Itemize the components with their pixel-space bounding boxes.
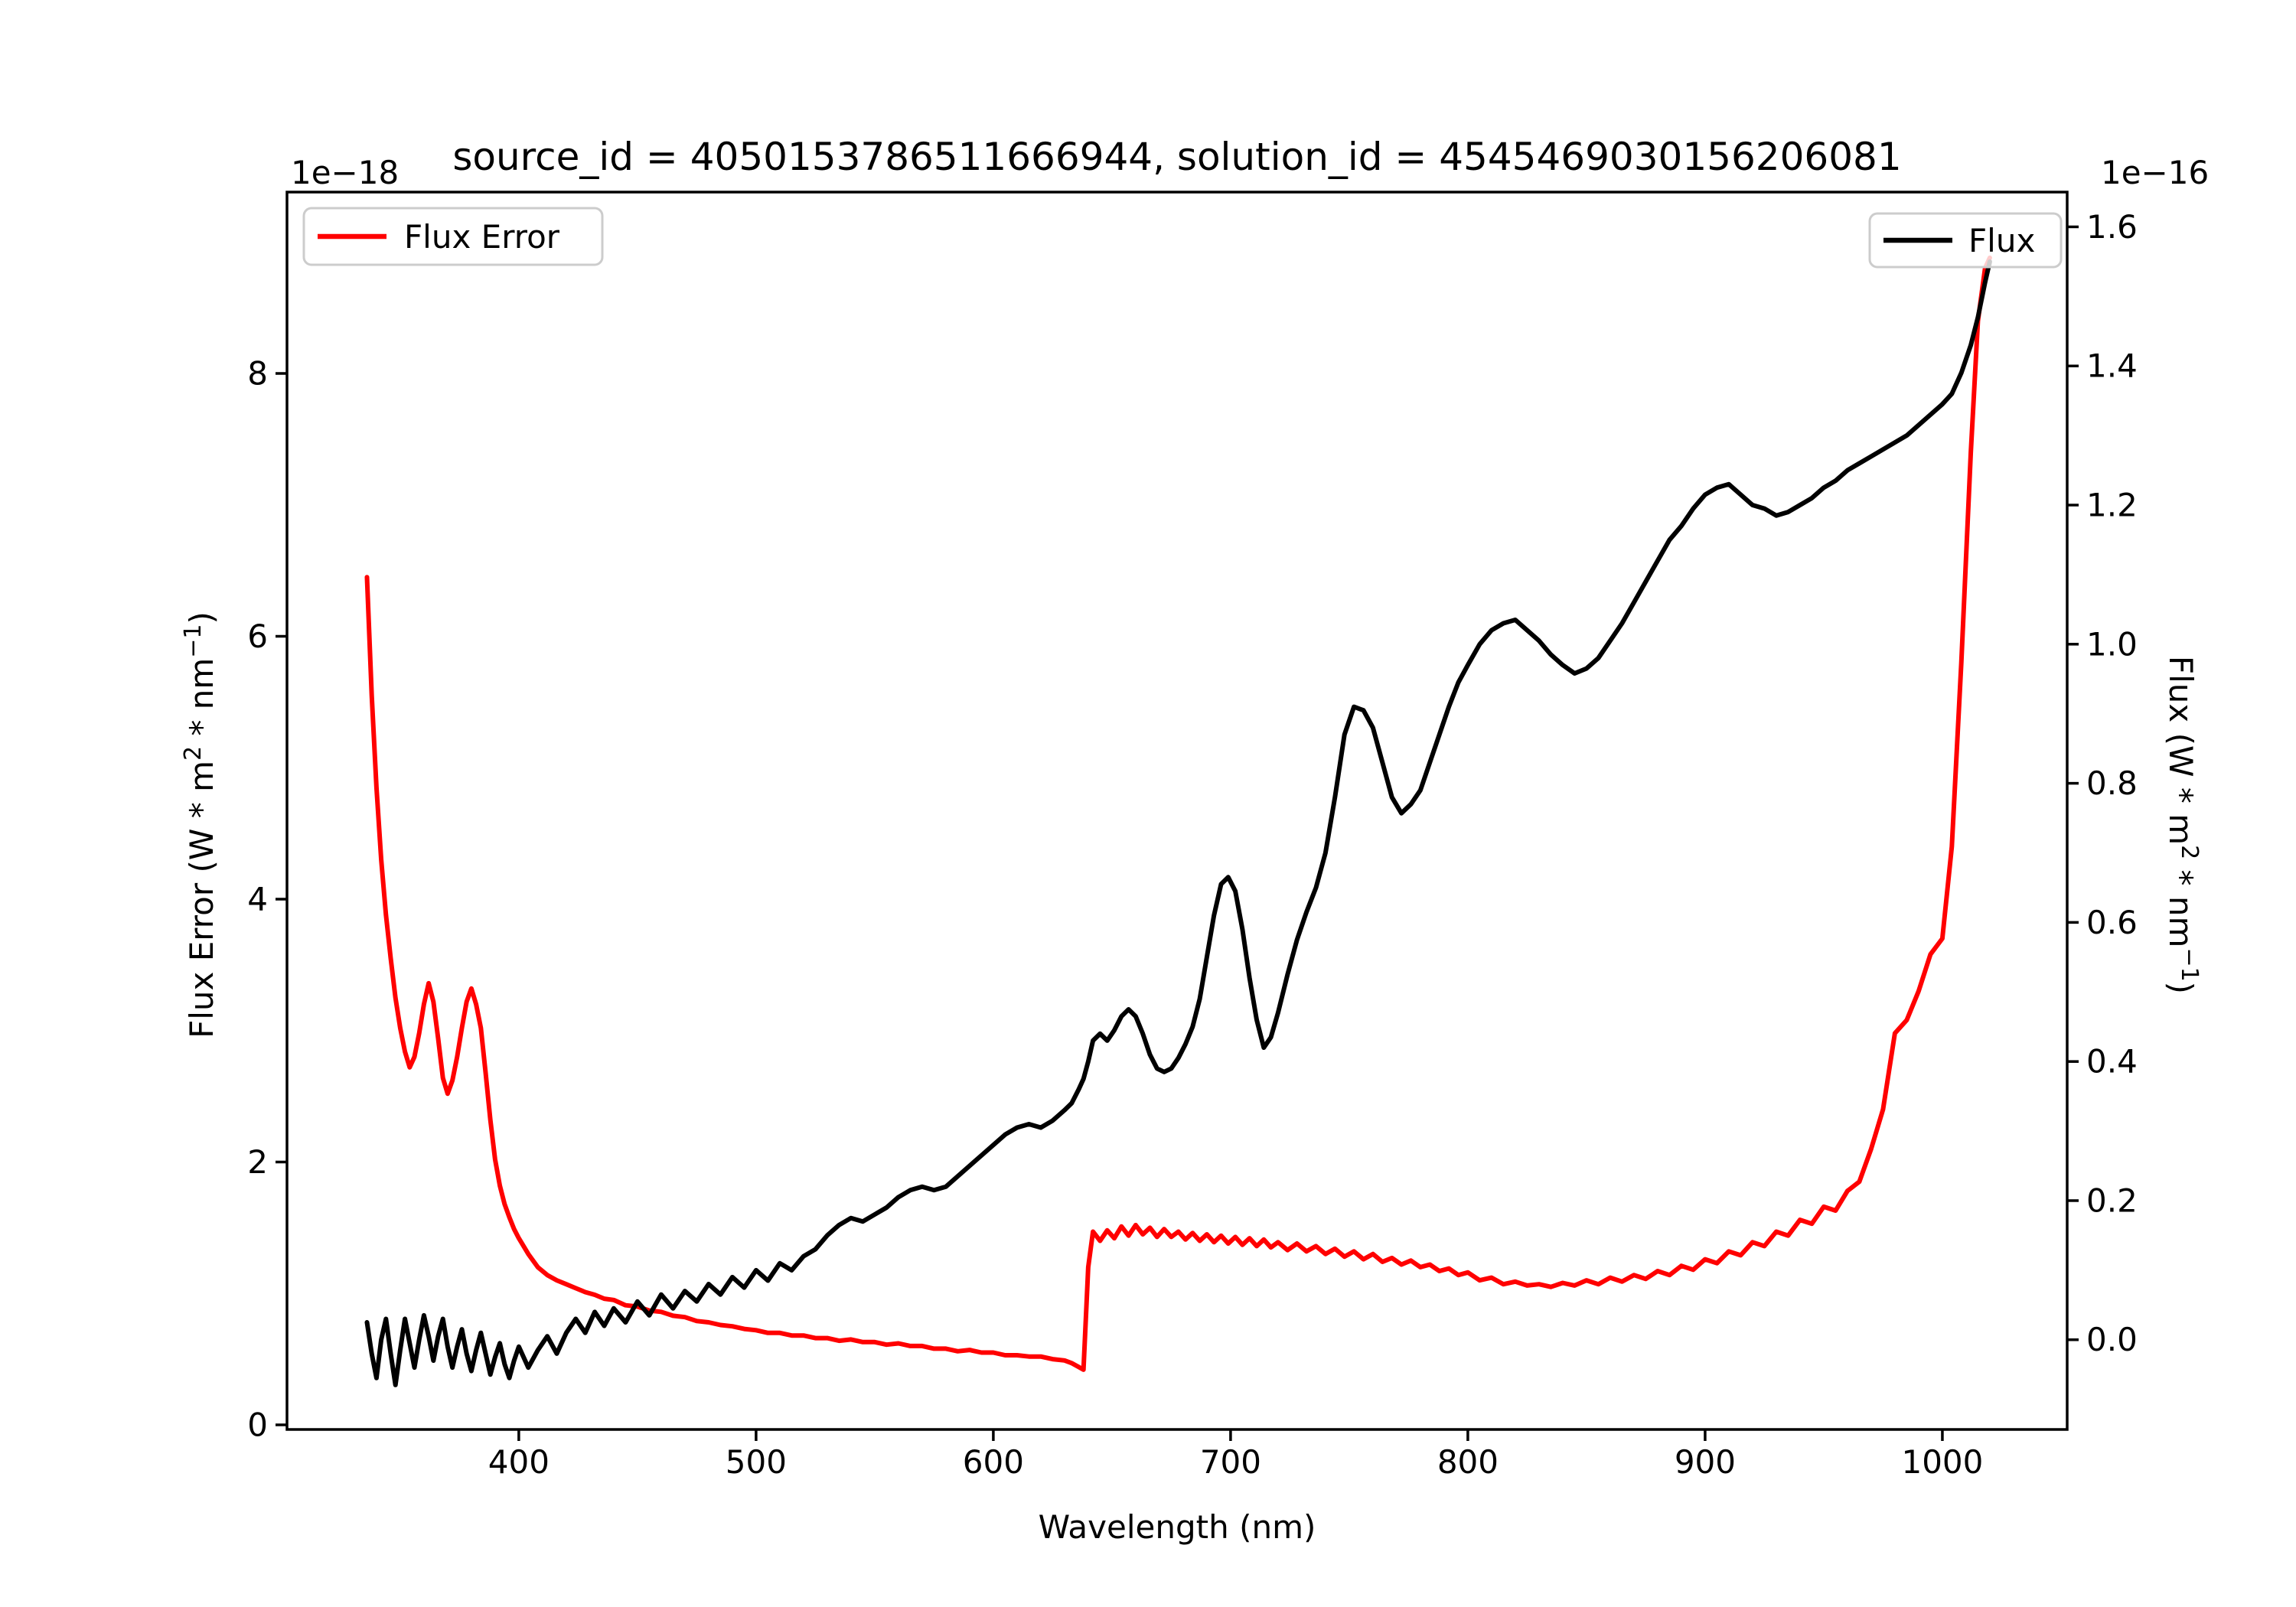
x-tick-label: 1000: [1901, 1443, 1983, 1481]
axes-frame: [285, 191, 2069, 1431]
right-y-tick-label: 1.0: [2086, 625, 2138, 663]
x-tick-label: 900: [1675, 1443, 1736, 1481]
left-y-axis-label: Flux Error (W * m2 * nm−1): [180, 611, 220, 1038]
left-y-tick-label: 8: [247, 355, 268, 393]
right-y-tick-label: 0.2: [2086, 1182, 2138, 1219]
right-y-tick-label: 1.2: [2086, 487, 2138, 524]
right-y-axis-label: Flux (W * m2 * nm−1): [2162, 656, 2203, 994]
left-axis-offset-text: 1e−18: [291, 154, 399, 191]
right-y-tick-label: 0.4: [2086, 1043, 2138, 1081]
left-y-tick-label: 2: [247, 1143, 268, 1181]
left-y-tick-label: 4: [247, 881, 268, 918]
x-tick-label: 600: [963, 1443, 1024, 1481]
right-y-tick-label: 0.8: [2086, 764, 2138, 802]
x-tick-label: 400: [488, 1443, 550, 1481]
left-y-tick-label: 6: [247, 618, 268, 655]
legend-flux-error-box: [302, 207, 604, 266]
x-tick-label: 700: [1200, 1443, 1261, 1481]
curves-layer: [364, 255, 1992, 1387]
legend-flux-box: [1868, 212, 2063, 269]
legend-flux-label: Flux: [1968, 222, 2035, 259]
right-y-tick-label: 0.6: [2086, 904, 2138, 941]
left-y-tick-label: 0: [247, 1406, 268, 1443]
flux-error-curve: [364, 255, 1992, 1372]
right-y-tick-label: 1.4: [2086, 347, 2138, 385]
x-tick-label: 500: [726, 1443, 787, 1481]
right-axis-offset-text: 1e−16: [2101, 154, 2209, 191]
chart-title: source_id = 4050153786511666944, solutio…: [452, 135, 1901, 179]
ticks-layer: 400 500 600 700 800 900 1000 0 2 4 6 8 0.0 0.2 0.4 0.6 0…: [247, 208, 2138, 1481]
x-axis-label: Wavelength (nm): [1039, 1508, 1316, 1546]
x-tick-label: 800: [1437, 1443, 1499, 1481]
legend-flux-error: Flux Error: [302, 207, 604, 266]
legend-flux-error-label: Flux Error: [404, 218, 560, 256]
legend-flux: Flux: [1868, 212, 2063, 269]
flux-curve: [364, 259, 1992, 1387]
right-y-tick-label: 0.0: [2086, 1321, 2138, 1358]
right-y-tick-label: 1.6: [2086, 208, 2138, 246]
